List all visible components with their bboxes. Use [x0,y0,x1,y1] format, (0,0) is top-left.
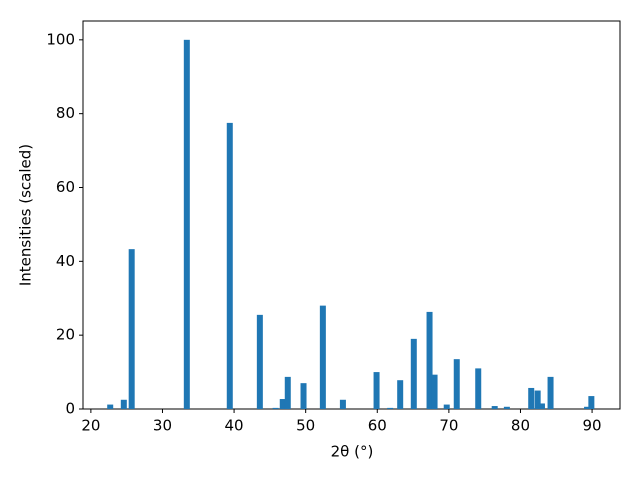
bar [538,403,545,409]
y-tick-label: 0 [65,400,75,418]
bar [584,406,591,409]
bar [534,390,541,409]
x-tick-label: 30 [153,417,172,435]
y-tick-label: 60 [56,178,75,196]
bar [373,372,380,409]
x-tick-label: 20 [81,417,100,435]
bar [226,122,233,409]
bar [397,380,404,409]
x-tick-label: 70 [439,417,458,435]
x-tick-label: 40 [225,417,244,435]
bar [107,404,114,409]
bar [256,314,263,409]
bar [443,404,450,409]
x-tick-label: 90 [583,417,602,435]
bar [272,407,279,409]
bar [319,305,326,409]
bar [503,406,510,409]
x-tick-label: 60 [368,417,387,435]
bar [431,374,438,409]
x-tick-label: 50 [296,417,315,435]
bar [284,376,291,409]
bar [300,383,307,409]
y-tick-label: 80 [56,104,75,122]
y-tick-label: 100 [46,30,75,48]
bar [128,249,135,409]
bar [528,387,535,409]
bar [120,399,127,409]
bar [183,39,190,409]
bar [453,359,460,409]
bar [475,368,482,409]
plot-frame [82,20,621,410]
bar [387,407,394,409]
y-tick-label: 20 [56,326,75,344]
bar [426,311,433,409]
bar [588,396,595,409]
x-axis-label: 2θ (°) [331,443,374,461]
y-tick-label: 40 [56,252,75,270]
bar [547,376,554,409]
bar [339,399,346,409]
bar [491,406,498,409]
x-tick-label: 80 [511,417,530,435]
bar [410,338,417,409]
bar [279,399,286,409]
y-axis-label: Intensities (scaled) [17,144,35,286]
